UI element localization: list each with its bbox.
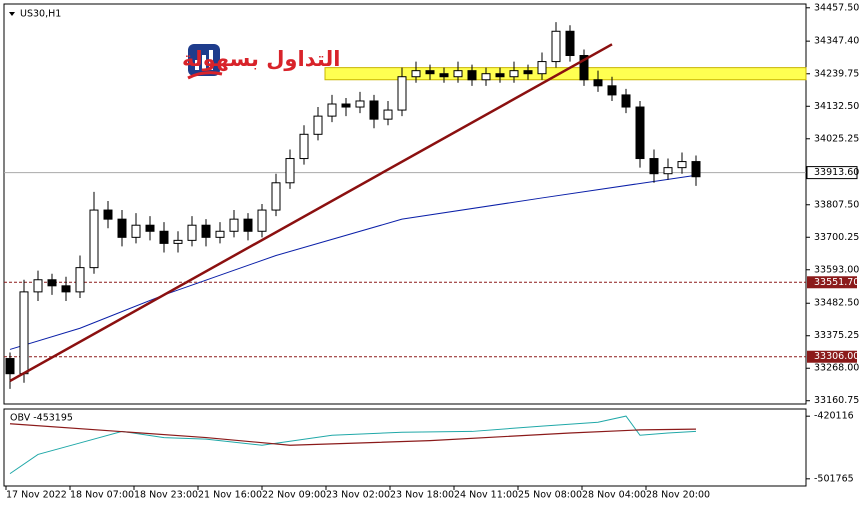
candle-body [467,70,477,81]
obv-title: OBV -453195 [10,413,73,424]
y-tick-label: 33700.25 [814,232,859,243]
candle-body [649,158,659,175]
y-tick-label: 33375.25 [814,330,859,341]
candle-body [47,279,57,287]
candle-body [5,358,15,375]
candle-body [173,239,183,244]
x-tick-label: 18 Nov 23:00 [134,490,198,501]
candle-body [495,73,505,78]
candle-body [243,218,253,232]
obv-tick-label: -501765 [814,473,854,484]
trend-line [9,43,613,383]
candle-body [187,224,197,241]
x-tick-label: 24 Nov 11:00 [454,490,518,501]
candle-body [621,94,631,108]
candle-body [523,70,533,75]
obv-signal-line [9,423,697,446]
current-price-box [806,166,858,180]
candle-body [271,182,281,211]
x-tick-label: 22 Nov 09:00 [262,490,326,501]
level-box [807,276,857,289]
candle-body [635,106,645,160]
level-box [807,350,857,363]
menu-arrow [9,12,15,16]
candle-body [537,61,547,75]
candle-body [411,70,421,78]
candle-body [19,291,29,375]
candle-body [593,79,603,87]
y-tick-label: 33482.50 [814,298,859,309]
candle-body [201,224,211,238]
y-tick-label: 34132.50 [814,101,859,112]
candle-body [327,103,337,117]
current-price-label: 33913.60 [814,167,859,178]
x-tick-label: 28 Nov 20:00 [646,490,710,501]
symbol: US30,H1 [20,9,61,20]
candle-body [369,100,379,120]
logo-icon [187,44,223,80]
candle-body [257,209,267,232]
candle-body [159,230,169,244]
candle-body [565,30,575,57]
x-tick-label: 17 Nov 2022 [6,490,67,501]
x-tick-label: 21 Nov 16:00 [198,490,262,501]
candle-body [61,285,71,293]
level-label: 33306.00 [814,351,859,362]
obv-panel [3,408,807,487]
candle-body [131,224,141,238]
candle-body [117,218,127,238]
y-tick-label: 33160.75 [814,395,859,406]
y-tick-label: 34025.25 [814,133,859,144]
logo-text: التداول بسهولة [182,47,340,71]
candle-body [691,161,701,178]
candle-body [103,209,113,220]
candle-body [341,103,351,108]
x-tick-label: 25 Nov 08:00 [518,490,582,501]
candle-body [551,30,561,63]
candle-body [229,218,239,232]
candle-body [299,133,309,160]
candle-body [355,100,365,108]
moving-average [9,174,697,350]
candle-body [383,109,393,120]
x-tick-label: 18 Nov 07:00 [70,490,134,501]
candle-body [89,209,99,269]
candle-body [145,224,155,232]
obv-tick-label: -420116 [814,411,854,422]
candle-body [663,167,673,175]
candle-body [481,73,491,81]
candle-body [313,115,323,135]
candle-body [75,267,85,293]
y-tick-label: 34347.40 [814,36,859,47]
candle-body [453,70,463,78]
y-tick-label: 33807.50 [814,199,859,210]
x-tick-label: 28 Nov 04:00 [582,490,646,501]
y-tick-label: 34457.50 [814,2,859,13]
candle-body [579,55,589,81]
candle-body [397,76,407,111]
price-panel [3,3,807,405]
obv-line [9,415,697,475]
candle-body [439,73,449,78]
candle-body [607,85,617,96]
candle-body [285,158,295,184]
candle-body [677,161,687,169]
x-tick-label: 23 Nov 02:00 [326,490,390,501]
candle-body [509,70,519,78]
y-tick-label: 33268.00 [814,363,859,374]
y-tick-label: 34239.75 [814,68,859,79]
candle-body [215,230,225,238]
candle-body [33,279,43,293]
level-label: 33551.70 [814,277,859,288]
y-tick-label: 33593.00 [814,264,859,275]
candle-body [425,70,435,75]
x-tick-label: 23 Nov 18:00 [390,490,454,501]
